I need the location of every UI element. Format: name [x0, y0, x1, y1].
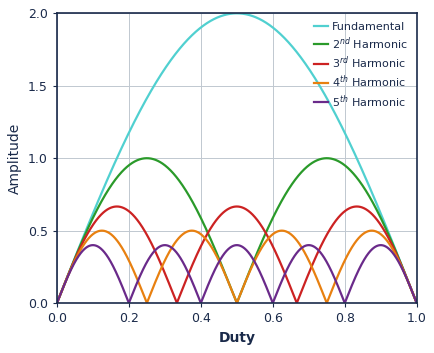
Legend: Fundamental, 2$^{nd}$ Harmonic, 3$^{rd}$ Harmonic, 4$^{th}$ Harmonic, 5$^{th}$ H: Fundamental, 2$^{nd}$ Harmonic, 3$^{rd}$… [310, 19, 410, 113]
X-axis label: Duty: Duty [218, 331, 255, 345]
Y-axis label: Amplitude: Amplitude [8, 122, 22, 194]
